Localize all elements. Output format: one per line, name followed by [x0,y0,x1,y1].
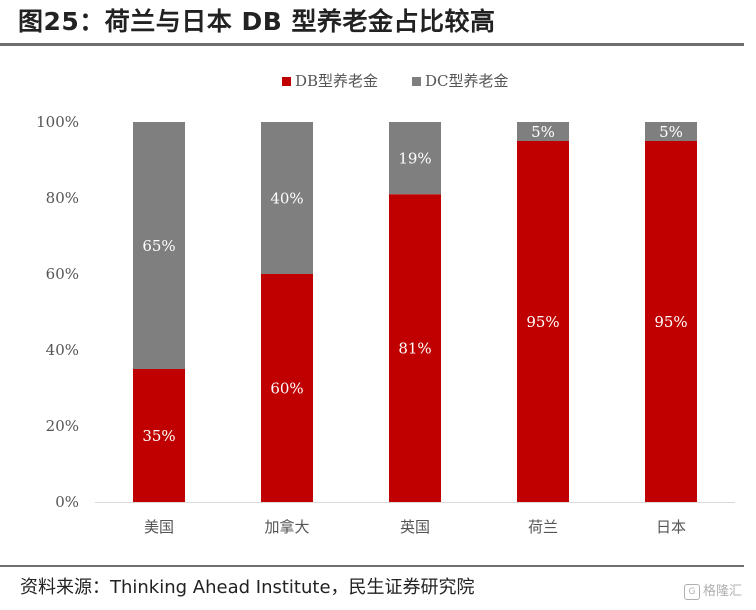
data-label-db: 60% [270,380,303,398]
bar-dc [517,122,569,141]
data-label-dc: 5% [659,123,683,141]
x-tick-label: 荷兰 [528,518,558,536]
legend-db-label: DB型养老金 [295,72,378,90]
y-tick-label: 0% [55,493,79,511]
legend-dc-label: DC型养老金 [425,72,509,90]
bar-db [133,369,185,502]
bar-dc [261,122,313,274]
x-tick-label: 加拿大 [264,518,309,536]
x-tick-label: 英国 [400,518,430,536]
source-rule [0,565,744,567]
data-label-db: 35% [142,427,175,445]
data-label-db: 81% [398,340,431,358]
data-label-db: 95% [526,313,559,331]
data-label-dc: 19% [398,150,431,168]
y-tick-label: 20% [46,417,79,435]
bar-dc [133,122,185,369]
data-label-dc: 5% [531,123,555,141]
data-label-dc: 65% [142,237,175,255]
legend-db-swatch [282,77,291,86]
bar-db [645,141,697,502]
y-tick-label: 40% [46,341,79,359]
bar-dc [645,122,697,141]
chart-title: 图25：荷兰与日本 DB 型养老金占比较高 [18,7,496,36]
bar-dc [389,122,441,195]
x-tick-label: 美国 [144,518,174,536]
y-tick-label: 80% [46,189,79,207]
data-label-db: 95% [654,313,687,331]
bar-db [389,194,441,502]
x-tick-label: 日本 [656,518,686,536]
y-tick-label: 60% [46,265,79,283]
watermark-logo-icon: G [683,583,700,600]
watermark: G 格隆汇 [683,580,742,600]
data-label-dc: 40% [270,190,303,208]
y-tick-label: 100% [36,113,79,131]
source-note: 资料来源：Thinking Ahead Institute，民生证券研究院 [20,577,475,598]
bar-db [517,141,569,502]
watermark-text: 格隆汇 [702,584,742,599]
bar-db [261,274,313,502]
legend-dc-swatch [412,77,421,86]
title-rule [0,43,744,46]
